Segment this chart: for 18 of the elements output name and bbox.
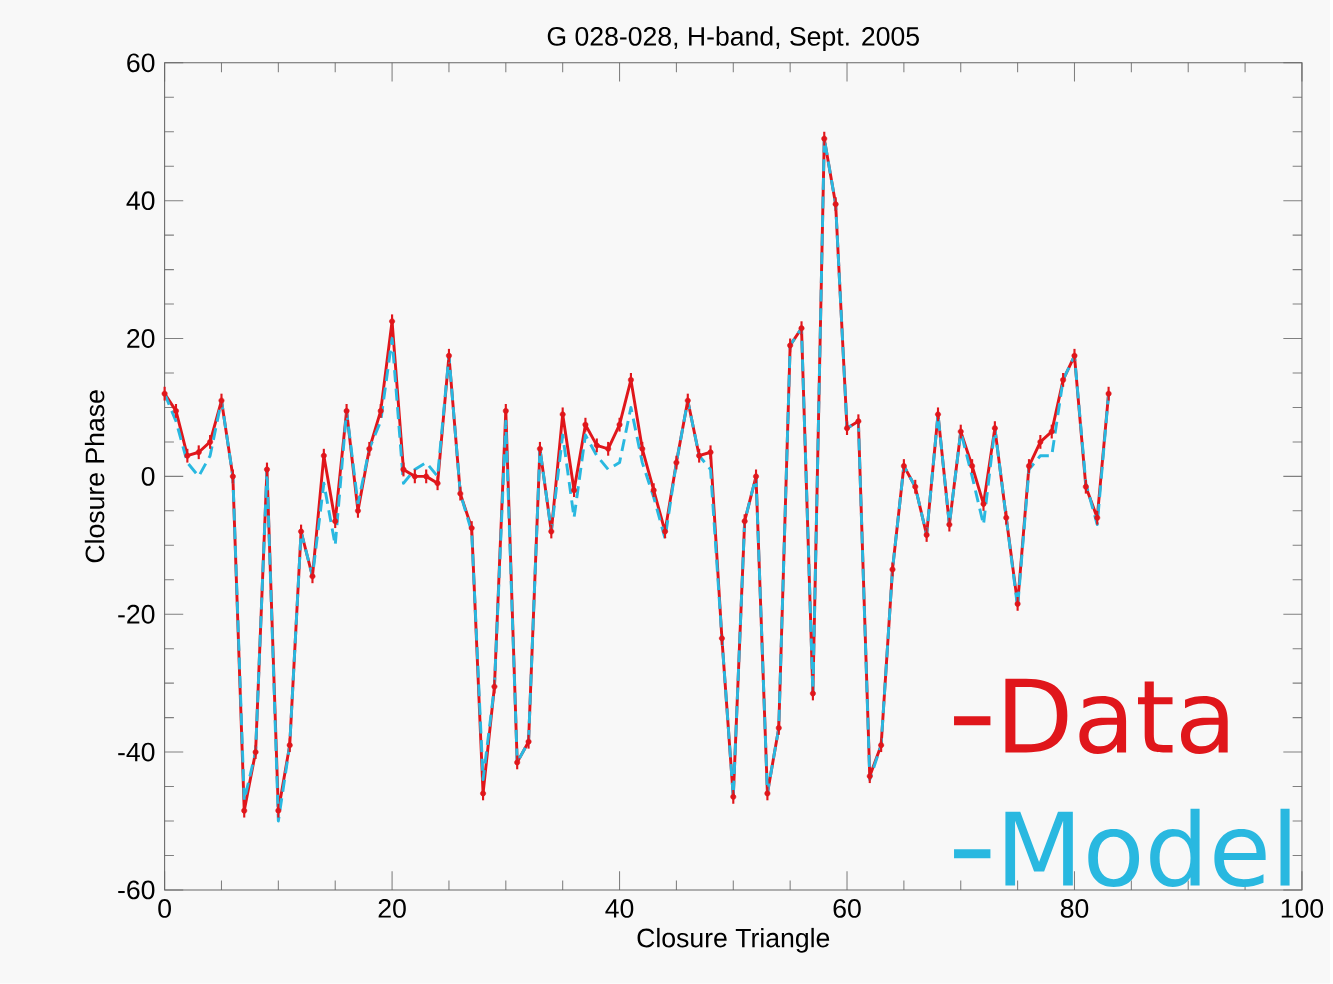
chart-title: G 028-028, H-band, Sept. 2005: [547, 26, 919, 52]
x-tick-label: 20: [378, 899, 406, 919]
x-tick-label: 80: [1060, 899, 1089, 919]
y-tick-label: 20: [127, 329, 155, 349]
y-axis-title: Closure Phase: [84, 390, 105, 563]
y-tick-label: 0: [141, 467, 155, 486]
legend-label: Model: [1005, 808, 1290, 888]
y-tick-label: 40: [126, 191, 155, 211]
y-tick-label: -40: [118, 742, 155, 762]
x-tick-label: 40: [605, 899, 634, 919]
y-tick-label: -20: [118, 604, 155, 624]
legend-label: Data: [1005, 678, 1228, 755]
x-tick-label: 60: [833, 899, 861, 919]
x-axis-title: Closure Triangle: [637, 928, 830, 953]
x-tick-label: 0: [158, 899, 171, 919]
y-tick-label: -60: [118, 880, 155, 900]
y-tick-label: 60: [127, 53, 155, 73]
x-tick-label: 100: [1281, 899, 1324, 919]
